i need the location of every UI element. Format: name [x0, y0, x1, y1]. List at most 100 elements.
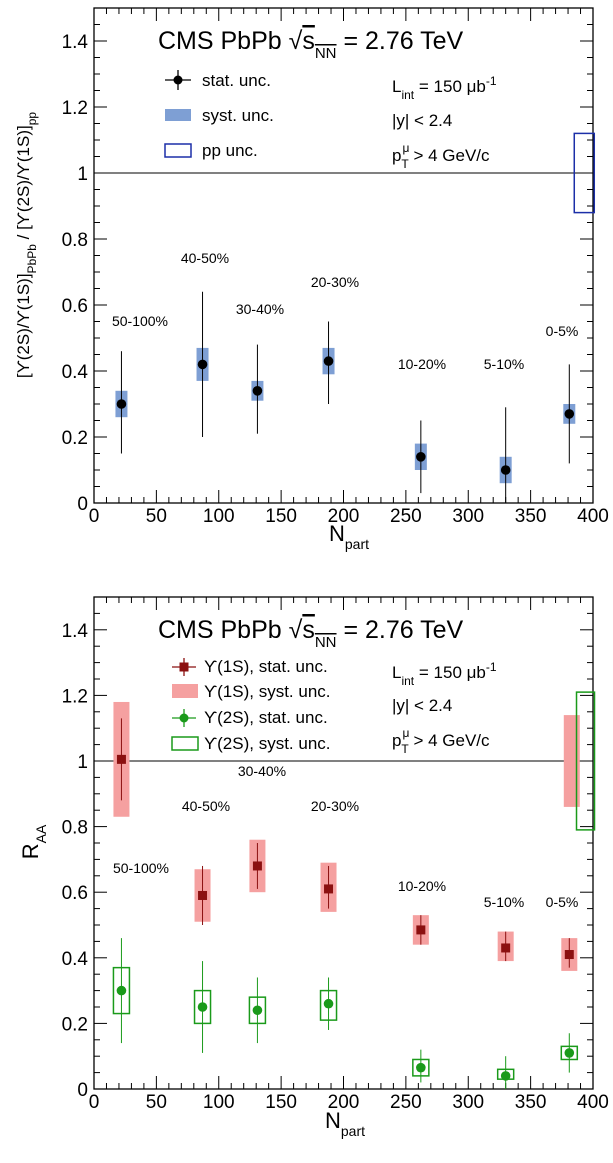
legend-2s-syst-swatch: [171, 736, 199, 751]
axis-ticks: [93, 596, 594, 1090]
x-axis-title: Npart: [325, 1108, 365, 1139]
luminosity-label: Lint = 150 μb-1: [392, 74, 497, 102]
data-point: [116, 399, 127, 409]
ups2s-data-point: [416, 1062, 426, 1073]
ups1s-data-point: [501, 943, 511, 953]
plot-frame: [93, 7, 594, 504]
x-tick-label: 100: [203, 1092, 235, 1113]
legend-1s-syst-swatch: [172, 684, 198, 698]
centrality-label: 20-30%: [311, 274, 359, 290]
pp-uncertainty-box: [573, 132, 596, 214]
plot-frame: [93, 596, 594, 1090]
tick-labels: 0 50 100 150 200 250 300 350 400 0 0.2 0.4 0.6 0.8 1 1.…: [62, 32, 609, 527]
centrality-label: 30-40%: [236, 301, 284, 317]
data-point: [197, 359, 208, 370]
y-tick-label: 1: [77, 164, 88, 185]
data-point: [564, 409, 575, 419]
x-tick-label: 50: [146, 506, 167, 527]
data-point: [323, 356, 334, 366]
y-tick-label: 0.8: [62, 230, 88, 251]
x-tick-label: 200: [328, 506, 360, 527]
y-tick-label: 1.2: [62, 686, 88, 707]
legend-label: syst. unc.: [202, 106, 274, 125]
chart-title: CMS PbPb √sNN = 2.76 TeV: [158, 27, 464, 62]
ups2s-data-point: [323, 998, 334, 1009]
y-tick-label: 1.2: [62, 98, 88, 119]
double-ratio-panel: 0 50 100 150 200 250 300 350 400 0 0.2 0.4 0.6 0.8 1 1.…: [14, 7, 609, 552]
centrality-label: 10-20%: [398, 356, 446, 372]
x-tick-label: 300: [452, 506, 484, 527]
legend-label: ϒ(2S), stat. unc.: [204, 708, 328, 727]
ups2s-data-point: [197, 1002, 208, 1012]
x-tick-label: 150: [265, 1092, 297, 1113]
legend-label: stat. unc.: [202, 71, 271, 90]
ups1s-data-point: [198, 890, 208, 900]
legend-label: pp unc.: [202, 141, 258, 160]
legend-pp-swatch: [164, 143, 192, 158]
tick-labels: 0 50 100 150 200 250 300 350 400 0 0.2 0.4 0.6 0.8 1 1.…: [62, 621, 609, 1113]
y-tick-label: 0.6: [62, 296, 88, 317]
x-tick-label: 250: [390, 1092, 422, 1113]
data-point: [500, 465, 511, 475]
x-tick-label: 0: [89, 1092, 100, 1113]
ups2s-data-point: [116, 985, 127, 996]
y-tick-label: 1.4: [62, 621, 89, 642]
x-tick-label: 100: [203, 506, 235, 527]
x-tick-label: 50: [146, 1092, 167, 1113]
centrality-label: 5-10%: [484, 894, 524, 910]
global-uncertainty-2s: [575, 691, 596, 831]
y-tick-label: 1.4: [62, 32, 89, 53]
global-uncertainty-1s: [563, 715, 580, 807]
centrality-label: 40-50%: [182, 798, 230, 814]
x-tick-label: 300: [452, 1092, 484, 1113]
info-block: Lint = 150 μb-1 |y| < 2.4 pμ T > 4 GeV/c: [392, 74, 497, 171]
ups2s-data-point: [500, 1071, 511, 1081]
data-point: [252, 386, 263, 396]
x-tick-label: 350: [515, 506, 547, 527]
y-tick-label: 0.6: [62, 883, 88, 904]
legend: ϒ(1S), stat. unc. ϒ(1S), syst. unc. ϒ(2S…: [171, 657, 331, 753]
ups2s-data-point: [564, 1048, 575, 1058]
y-axis-title: RAA: [18, 824, 49, 859]
data-points: [115, 132, 596, 503]
centrality-label: 10-20%: [398, 878, 446, 894]
x-tick-label: 400: [577, 506, 609, 527]
legend-stat-marker: [173, 75, 183, 85]
y-axis-title: [ϒ(2S)/ϒ(1S)]PbPb / [ϒ(2S)/ϒ(1S)]pp: [14, 112, 39, 379]
centrality-label: 0-5%: [546, 323, 579, 339]
x-tick-label: 400: [577, 1092, 609, 1113]
rapidity-label: |y| < 2.4: [392, 111, 452, 130]
y-tick-label: 1: [77, 752, 88, 773]
x-tick-label: 350: [515, 1092, 547, 1113]
axis-ticks: [93, 7, 594, 504]
legend-label: ϒ(1S), syst. unc.: [204, 682, 331, 701]
raa-panel: 0 50 100 150 200 250 300 350 400 0 0.2 0.4 0.6 0.8 1 1.…: [18, 596, 609, 1139]
centrality-label: 50-100%: [112, 313, 168, 329]
legend-syst-swatch: [165, 109, 191, 121]
rapidity-label: |y| < 2.4: [392, 696, 452, 715]
legend-1s-marker: [179, 662, 189, 672]
y-tick-label: 0.4: [62, 362, 89, 383]
legend: stat. unc. syst. unc. pp unc.: [164, 70, 274, 160]
centrality-label: 0-5%: [546, 894, 579, 910]
data-points: [112, 691, 596, 1089]
centrality-labels: 50-100% 40-50% 30-40% 20-30% 10-20% 5-10% 0-5%: [112, 250, 578, 372]
centrality-label: 5-10%: [484, 356, 524, 372]
y-tick-label: 0.8: [62, 818, 88, 839]
data-point: [416, 452, 426, 462]
chart-title: CMS PbPb √sNN = 2.76 TeV: [158, 616, 464, 651]
x-tick-label: 250: [390, 506, 422, 527]
info-block: Lint = 150 μb-1 |y| < 2.4 pμ T > 4 GeV/c: [392, 660, 497, 756]
ups1s-data-point: [116, 754, 126, 764]
y-tick-label: 0.2: [62, 428, 88, 449]
centrality-label: 40-50%: [181, 250, 229, 266]
ups1s-data-point: [564, 950, 574, 960]
y-tick-label: 0: [77, 494, 88, 515]
y-tick-label: 0: [77, 1080, 88, 1101]
y-tick-label: 0.4: [62, 949, 89, 970]
x-tick-label: 0: [89, 506, 100, 527]
x-tick-label: 200: [328, 1092, 360, 1113]
x-tick-label: 150: [265, 506, 297, 527]
centrality-labels: 50-100% 40-50% 30-40% 20-30% 10-20% 5-10% 0-5%: [113, 763, 578, 910]
